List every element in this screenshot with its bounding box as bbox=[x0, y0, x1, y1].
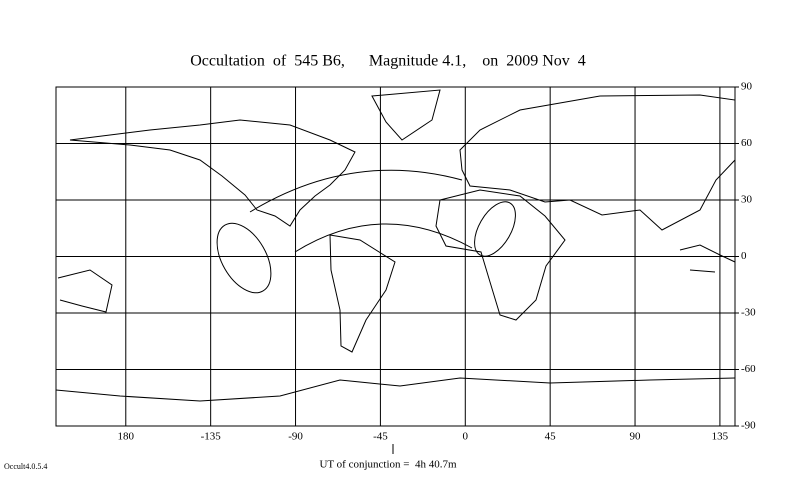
x-tick-label: 90 bbox=[630, 431, 642, 443]
chart-title: Occultation of 545 B6, Magnitude 4.1, on… bbox=[190, 53, 586, 70]
y-tick-label: -30 bbox=[741, 307, 756, 319]
y-tick-label: -60 bbox=[741, 363, 756, 375]
y-tick-label: 0 bbox=[741, 250, 747, 262]
x-tick-label: 135 bbox=[712, 431, 729, 443]
x-tick-label: -135 bbox=[201, 431, 222, 443]
y-tick-label: -90 bbox=[741, 420, 756, 432]
x-tick-label: 45 bbox=[545, 431, 557, 443]
occultation-path bbox=[216, 169, 516, 294]
y-tick-label: 90 bbox=[741, 81, 753, 93]
footnote: UT of conjunction = 4h 40.7m bbox=[319, 459, 457, 471]
x-tick-label: -45 bbox=[373, 431, 388, 443]
x-tick-label: 180 bbox=[118, 431, 135, 443]
coastlines bbox=[55, 89, 736, 402]
version-label: Occult4.0.5.4 bbox=[4, 462, 47, 471]
x-tick-label: 0 bbox=[463, 431, 469, 443]
x-tick-label: -90 bbox=[288, 431, 303, 443]
y-tick-label: 60 bbox=[741, 137, 753, 149]
y-tick-label: 30 bbox=[741, 194, 753, 206]
